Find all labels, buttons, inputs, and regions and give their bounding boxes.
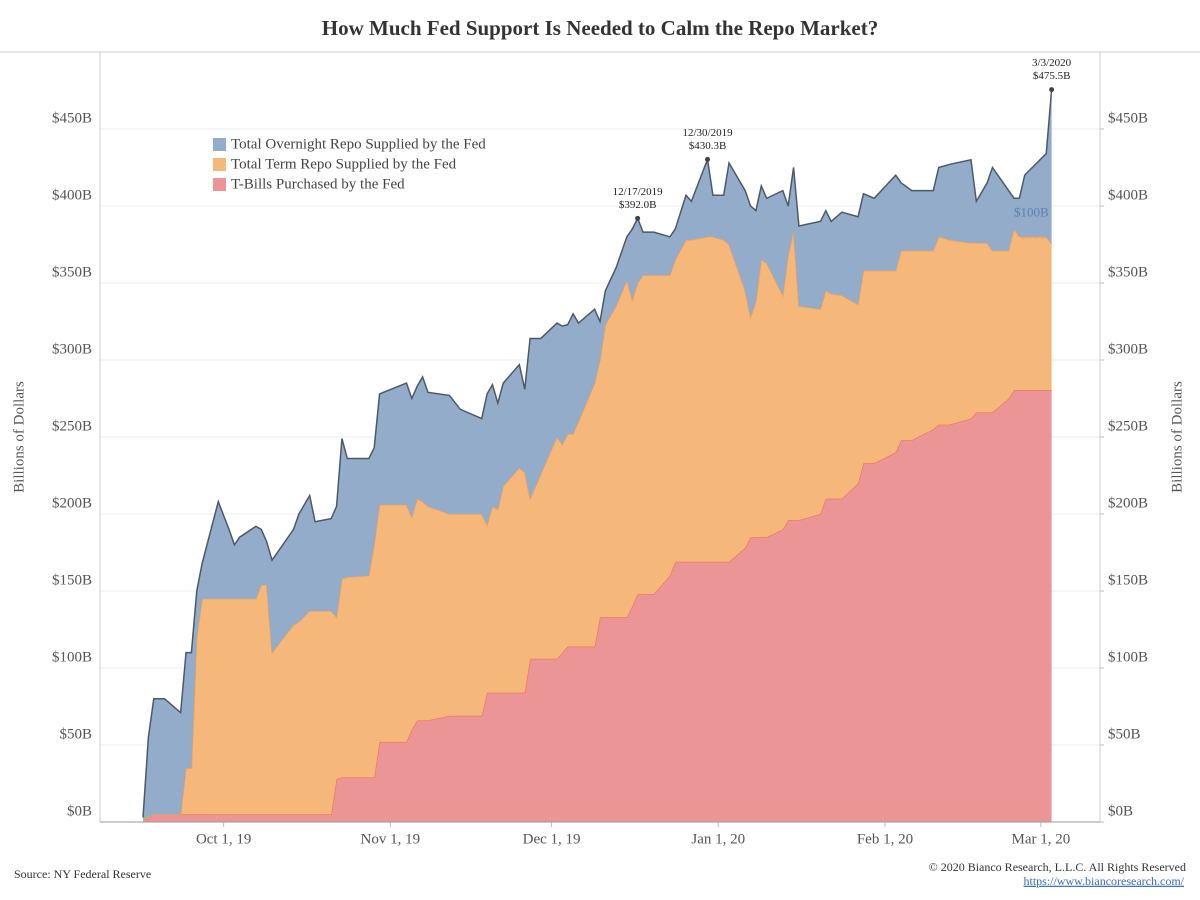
y2-tick-label: $300B	[1108, 341, 1148, 357]
x-tick-label: Feb 1, 20	[857, 831, 913, 847]
y-tick-label: $400B	[52, 187, 92, 203]
y-tick-label: $150B	[52, 572, 92, 588]
annotation-dot	[705, 156, 711, 162]
legend-label: Total Term Repo Supplied by the Fed	[231, 156, 457, 172]
legend-label: T-Bills Purchased by the Fed	[231, 176, 405, 192]
x-tick-label: Mar 1, 20	[1011, 831, 1070, 847]
annotation-date: 3/3/2020	[1032, 57, 1072, 69]
y-tick-label: $50B	[59, 726, 92, 742]
y2-tick-label: $150B	[1108, 572, 1148, 588]
annotation-value: $430.3B	[689, 140, 727, 152]
area	[143, 229, 1052, 819]
y2-tick-label: $0B	[1108, 803, 1133, 819]
y2-tick-label: $400B	[1108, 187, 1148, 203]
x-tick-label: Oct 1, 19	[196, 831, 251, 847]
y2-tick-label: $100B	[1108, 649, 1148, 665]
y-tick-label: $450B	[52, 110, 92, 126]
y2-tick-label: $450B	[1108, 110, 1148, 126]
annotation-date: 12/17/2019	[613, 186, 664, 198]
annotation-dot	[1049, 87, 1055, 93]
y2-tick-label: $350B	[1108, 264, 1148, 280]
end-label: $100B	[1014, 205, 1049, 220]
copyright: © 2020 Bianco Research, L.L.C. All Right…	[929, 860, 1186, 874]
y-tick-label: $100B	[52, 649, 92, 665]
area	[143, 89, 1052, 819]
y2-tick-label: $250B	[1108, 418, 1148, 434]
area-edge	[142, 89, 1053, 818]
website-link[interactable]: https://www.biancoresearch.com/	[1023, 874, 1184, 888]
annotation-value: $392.0B	[619, 199, 657, 211]
x-tick-label: Nov 1, 19	[361, 831, 421, 847]
y-tick-label: $250B	[52, 418, 92, 434]
legend-swatch	[213, 158, 226, 171]
source: Source: NY Federal Reserve	[14, 867, 151, 881]
legend-swatch	[213, 178, 226, 191]
annotation-date: 12/30/2019	[682, 127, 733, 139]
annotation-dot	[635, 215, 641, 221]
x-tick-label: Jan 1, 20	[691, 831, 745, 847]
x-tick-label: Dec 1, 19	[523, 831, 581, 847]
annotation-value: $475.5B	[1033, 70, 1071, 82]
legend-label: Total Overnight Repo Supplied by the Fed	[231, 136, 486, 152]
y2-axis-title: Billions of Dollars	[1169, 381, 1185, 493]
y-tick-label: $0B	[67, 803, 92, 819]
legend-swatch	[213, 138, 226, 151]
chart-title: How Much Fed Support Is Needed to Calm t…	[322, 16, 878, 40]
y2-tick-label: $200B	[1108, 495, 1148, 511]
y-tick-label: $350B	[52, 264, 92, 280]
y2-tick-label: $50B	[1108, 726, 1141, 742]
area	[143, 389, 1052, 822]
y-axis-title: Billions of Dollars	[11, 381, 27, 493]
y-tick-label: $300B	[52, 341, 92, 357]
y-tick-label: $200B	[52, 495, 92, 511]
